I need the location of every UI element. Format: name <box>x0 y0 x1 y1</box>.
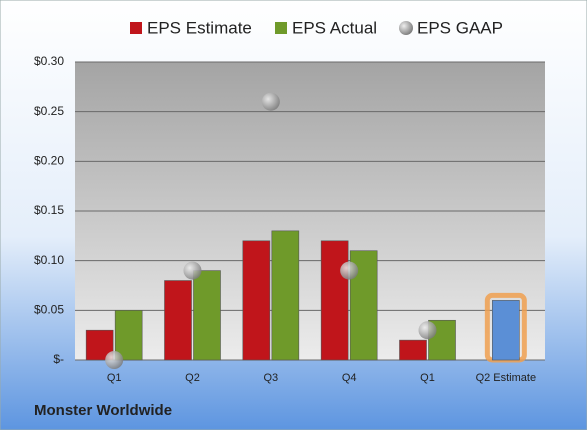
y-tick-label: $0.15 <box>34 203 64 217</box>
x-tick-label: Q2 Estimate <box>476 372 537 384</box>
gaap-marker <box>105 351 124 369</box>
bar <box>242 240 271 361</box>
x-tick-label: Q2 <box>185 372 200 384</box>
x-tick-label: Q1 <box>420 372 435 384</box>
gaap-marker <box>340 261 359 280</box>
gaap-marker <box>418 321 437 340</box>
bar <box>399 339 427 361</box>
legend-label: EPS Actual <box>292 18 377 37</box>
x-tick-label: Q3 <box>263 372 278 384</box>
bar <box>193 270 221 361</box>
gaap-marker <box>261 92 280 111</box>
bar <box>492 300 520 361</box>
bar <box>164 280 192 361</box>
bar <box>428 319 456 361</box>
legend-swatch <box>275 22 287 34</box>
bar <box>320 240 349 361</box>
legend-swatch <box>399 21 413 35</box>
legend-label: EPS Estimate <box>147 18 252 37</box>
x-tick-label: Q1 <box>107 372 122 384</box>
y-tick-label: $0.05 <box>34 303 64 317</box>
x-tick-label: Q4 <box>342 372 357 384</box>
source-label: Monster Worldwide <box>34 402 172 419</box>
y-tick-label: $0.20 <box>34 154 64 168</box>
legend-swatch <box>130 22 142 34</box>
bar <box>271 230 300 361</box>
legend-label: EPS GAAP <box>417 18 503 37</box>
y-tick-label: $0.25 <box>34 104 64 118</box>
y-tick-label: $0.30 <box>34 54 64 68</box>
y-tick-label: $- <box>53 352 64 366</box>
y-tick-label: $0.10 <box>34 253 64 267</box>
bar <box>114 310 143 361</box>
gaap-marker <box>183 261 202 280</box>
